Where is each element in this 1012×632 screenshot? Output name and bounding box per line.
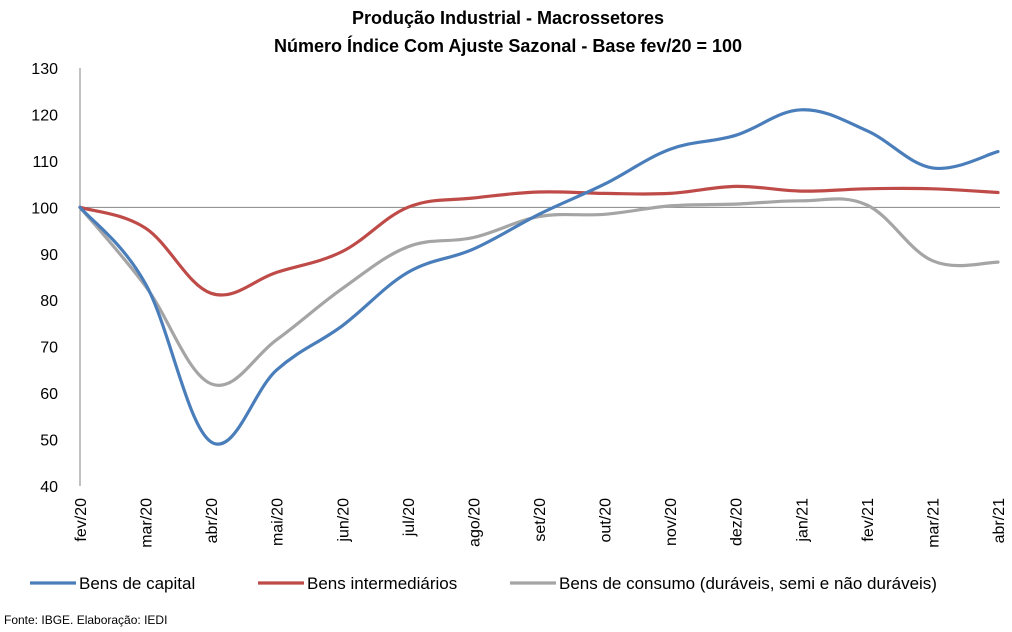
source-note: Fonte: IBGE. Elaboração: IEDI <box>4 613 167 627</box>
legend-label: Bens de consumo (duráveis, semi e não du… <box>559 574 937 593</box>
x-tick-label: jun/20 <box>335 498 352 543</box>
series-line-1 <box>78 184 1000 297</box>
x-tick-label: abr/21 <box>991 498 1008 543</box>
x-tick-label: jul/20 <box>401 498 418 537</box>
legend-label: Bens intermediários <box>307 574 457 593</box>
x-tick-label: fev/21 <box>860 498 877 542</box>
x-tick-label: abr/20 <box>204 498 221 543</box>
legend: Bens de capital Bens intermediários Bens d… <box>30 574 937 593</box>
x-tick-label: out/20 <box>598 498 615 543</box>
y-tick-label: 120 <box>31 107 58 124</box>
series-line-0 <box>78 108 1000 446</box>
y-tick-label: 50 <box>40 433 58 450</box>
x-tick-label: ago/20 <box>466 498 483 547</box>
x-tick-label: mai/20 <box>270 498 287 546</box>
y-axis-ticks: 40 50 60 70 80 90 100 110 120 130 <box>31 61 58 496</box>
legend-label: Bens de capital <box>79 574 195 593</box>
chart-subtitle: Número Índice Com Ajuste Sazonal - Base … <box>274 35 742 56</box>
series-line-2 <box>78 197 1000 387</box>
y-tick-label: 110 <box>32 154 58 171</box>
y-tick-label: 130 <box>31 61 58 78</box>
series-lines <box>78 108 1000 446</box>
x-tick-label: fev/20 <box>73 498 90 542</box>
y-tick-label: 100 <box>31 200 58 217</box>
x-tick-label: mar/21 <box>925 498 942 548</box>
y-tick-label: 40 <box>40 479 58 496</box>
x-tick-label: set/20 <box>532 498 549 542</box>
x-tick-label: dez/20 <box>729 498 746 546</box>
x-tick-label: mar/20 <box>139 498 156 548</box>
y-tick-label: 80 <box>40 293 58 310</box>
chart-title: Produção Industrial - Macrossetores <box>352 8 664 28</box>
y-tick-label: 60 <box>40 386 58 403</box>
x-tick-label: jan/21 <box>794 498 811 543</box>
x-tick-label: nov/20 <box>663 498 680 546</box>
y-tick-label: 90 <box>40 247 58 264</box>
x-axis-ticks: fev/20 mar/20 abr/20 mai/20 jun/20 jul/20 ago/… <box>73 498 1008 548</box>
y-tick-label: 70 <box>40 340 58 357</box>
